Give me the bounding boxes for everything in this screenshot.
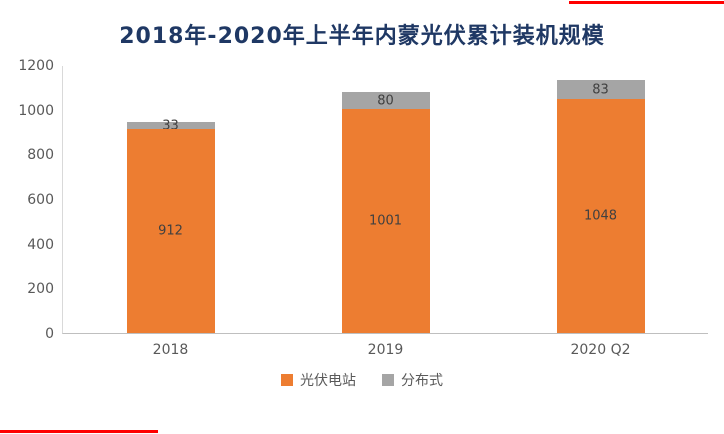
bars-container: 33 912 2018 80 1001 2019 83 1048 2020 Q2 (63, 66, 708, 358)
x-tick-label: 2020 Q2 (570, 342, 631, 358)
decorative-red-line-top (569, 1, 724, 4)
legend-item-光伏电站: 光伏电站 (281, 370, 356, 390)
x-tick-label: 2018 (152, 342, 189, 358)
bar-segment-分布式: 83 (556, 80, 645, 99)
x-tick-label: 2019 (367, 342, 404, 358)
bar-segment-分布式: 33 (126, 118, 215, 133)
y-tick-label: 0 (45, 326, 54, 342)
y-tick-label: 600 (27, 192, 54, 208)
bar-segment-分布式: 80 (341, 91, 430, 110)
legend-label: 光伏电站 (300, 373, 356, 389)
legend: 光伏电站 分布式 (0, 370, 724, 390)
y-tick-label: 1000 (18, 102, 54, 119)
y-tick-label: 400 (27, 236, 54, 253)
decorative-red-line-bottom (0, 430, 158, 433)
bar-segment-光伏电站: 1048 (556, 98, 645, 333)
bar-value-label: 1048 (583, 208, 618, 224)
bar-2019: 80 1001 2019 (341, 66, 430, 358)
y-tick-label: 800 (27, 147, 54, 164)
plot-area: 33 912 2018 80 1001 2019 83 1048 2020 Q2 (62, 66, 708, 358)
legend-swatch (382, 374, 394, 386)
bar-segment-光伏电站: 912 (126, 129, 215, 333)
legend-swatch (281, 374, 293, 386)
legend-label: 分布式 (401, 373, 443, 389)
chart-title: 2018年-2020年上半年内蒙光伏累计装机规模 (119, 24, 605, 49)
bar-segment-光伏电站: 1001 (341, 109, 430, 333)
bar-value-label: 1001 (368, 213, 403, 229)
chart: 0 200 400 600 800 1000 1200 33 912 2018 80 1001 201… (14, 58, 708, 358)
legend-item-分布式: 分布式 (382, 370, 443, 390)
bar-2020 Q2: 83 1048 2020 Q2 (556, 66, 645, 358)
y-tick-label: 1200 (18, 58, 54, 74)
bar-value-label: 912 (158, 223, 183, 239)
bar-value-label: 83 (592, 82, 609, 98)
y-axis: 0 200 400 600 800 1000 1200 (14, 58, 62, 342)
bar-value-label: 80 (377, 93, 394, 109)
y-tick-label: 200 (27, 281, 54, 298)
bar-2018: 33 912 2018 (126, 66, 215, 358)
